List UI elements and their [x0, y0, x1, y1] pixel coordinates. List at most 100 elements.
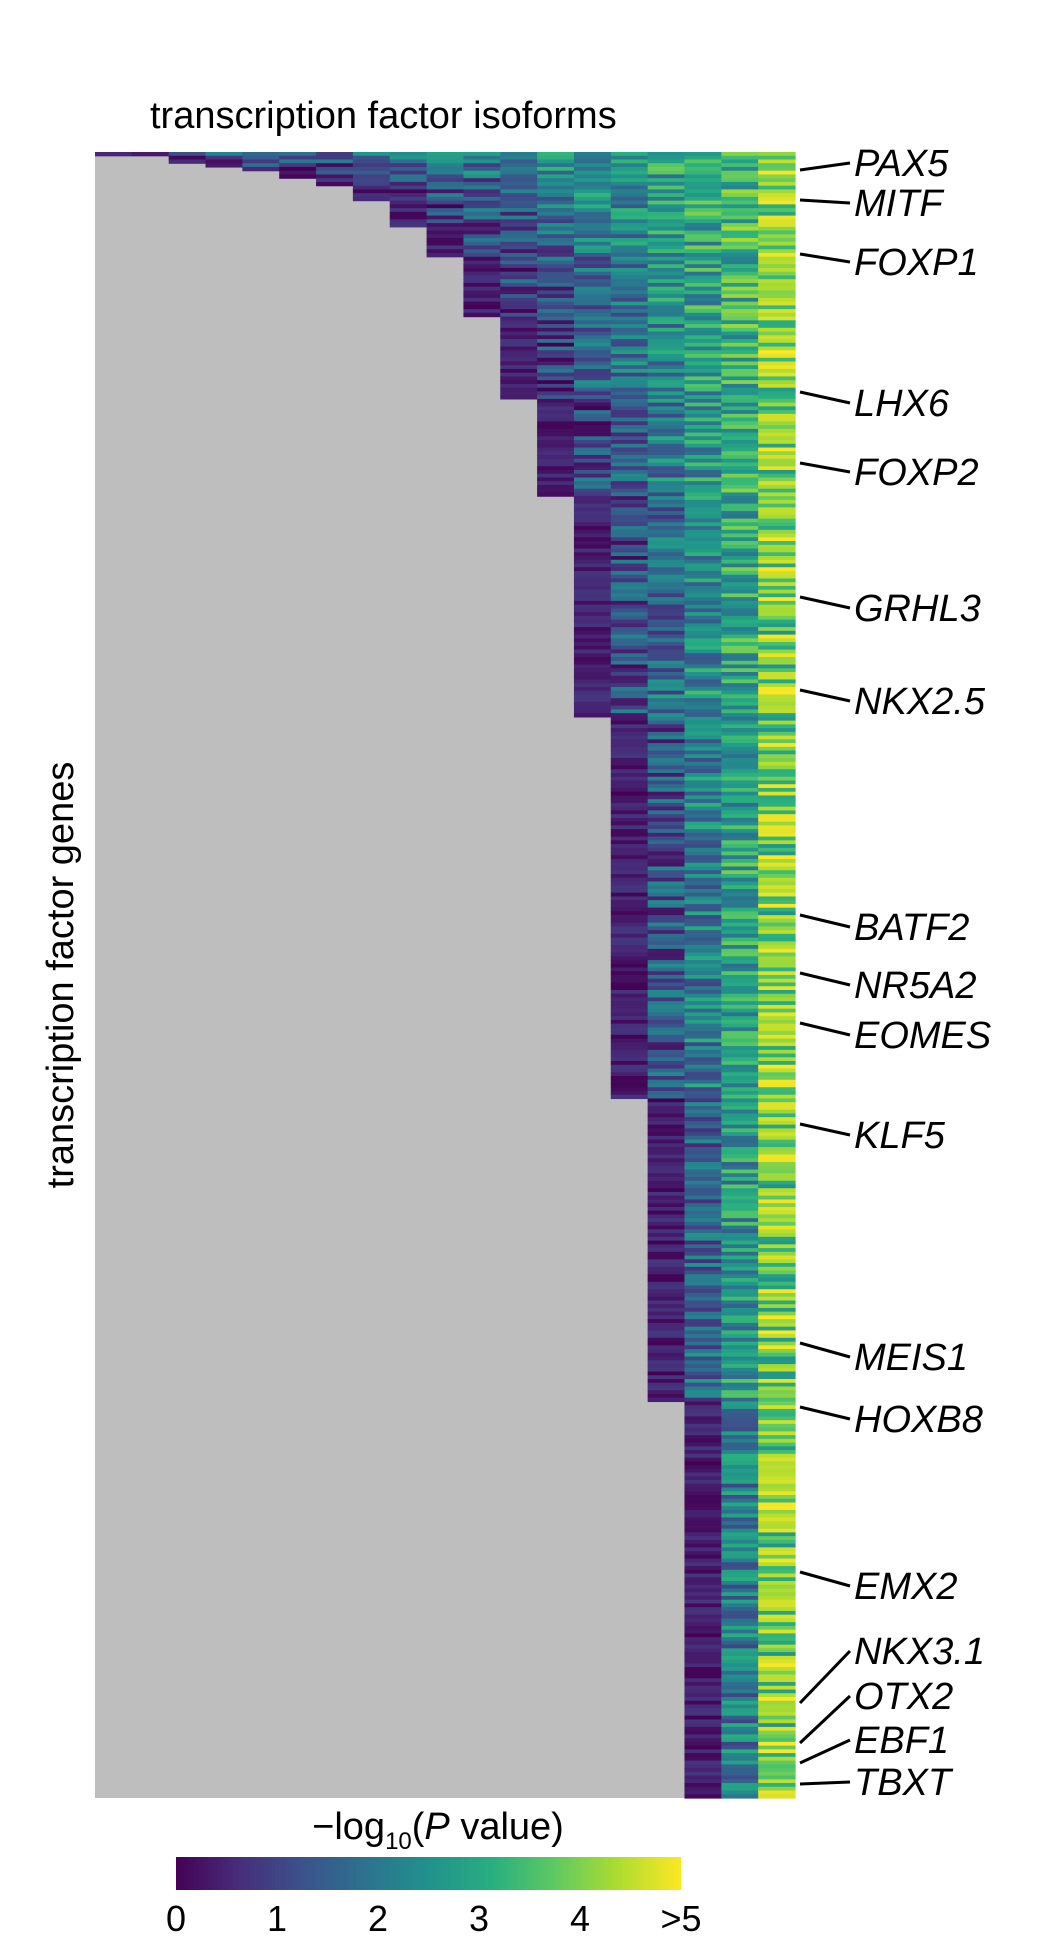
heatmap-cell — [684, 765, 722, 770]
heatmap-cell — [131, 152, 170, 157]
heatmap-cell — [758, 1435, 796, 1440]
heatmap-cell — [721, 1023, 759, 1028]
heatmap-cell — [721, 933, 759, 939]
heatmap-cell — [684, 1468, 722, 1474]
heatmap-cell — [721, 1008, 759, 1014]
heatmap-cell — [684, 754, 722, 759]
heatmap-cell — [721, 1135, 759, 1141]
heatmap-cell — [610, 585, 649, 591]
heatmap-cell — [758, 1554, 796, 1560]
heatmap-cell — [647, 795, 686, 800]
heatmap-cell — [758, 189, 796, 194]
heatmap-cell — [758, 582, 796, 587]
heatmap-cell — [647, 305, 686, 310]
heatmap-cell — [573, 380, 612, 385]
heatmap-cell — [610, 282, 649, 288]
heatmap-cell — [721, 327, 759, 333]
heatmap-cell — [684, 271, 722, 277]
heatmap-cell — [463, 271, 501, 277]
heatmap-cell — [500, 380, 538, 385]
heatmap-cell — [647, 155, 686, 161]
heatmap-cell — [758, 1543, 796, 1548]
heatmap-cell — [721, 1472, 759, 1477]
heatmap-cell — [758, 496, 796, 501]
heatmap-cell — [684, 1633, 722, 1638]
heatmap-cell — [647, 1147, 686, 1152]
heatmap-cell — [684, 249, 722, 254]
heatmap-cell — [573, 391, 612, 396]
heatmap-cell — [500, 204, 538, 209]
heatmap-cell — [610, 432, 649, 437]
heatmap-cell — [316, 178, 354, 183]
heatmap-cell — [610, 844, 649, 849]
heatmap-cell — [647, 499, 686, 505]
heatmap-cell — [647, 971, 686, 976]
heatmap-cell — [537, 365, 575, 370]
heatmap-cell — [721, 492, 759, 497]
heatmap-cell — [500, 230, 538, 235]
heatmap-cell — [758, 1218, 796, 1223]
heatmap-cell — [758, 784, 796, 789]
heatmap-cell — [721, 155, 759, 161]
heatmap-cell — [684, 1652, 722, 1657]
heatmap-cell — [500, 376, 538, 381]
heatmap-cell — [758, 1551, 796, 1556]
heatmap-cell — [684, 758, 722, 763]
heatmap-cell — [758, 978, 796, 984]
heatmap-cell — [721, 772, 759, 778]
heatmap-cell — [647, 1027, 686, 1032]
heatmap-cell — [500, 189, 538, 194]
colorbar — [176, 1857, 681, 1890]
heatmap-cell — [758, 948, 796, 954]
heatmap-cell — [758, 630, 796, 636]
heatmap-cell — [500, 245, 538, 250]
heatmap-cell — [721, 1513, 759, 1519]
heatmap-cell — [721, 1143, 759, 1148]
heatmap-cell — [684, 238, 722, 243]
heatmap-cell — [389, 215, 428, 220]
heatmap-cell — [500, 365, 538, 370]
heatmap-cell — [684, 866, 722, 871]
heatmap-cell — [758, 1786, 796, 1792]
heatmap-cell — [647, 1214, 686, 1219]
heatmap-cell — [758, 836, 796, 841]
heatmap-cell — [647, 1094, 686, 1100]
heatmap-cell — [758, 653, 796, 658]
heatmap-cell — [758, 874, 796, 879]
heatmap-cell — [721, 982, 759, 987]
heatmap-cell — [684, 686, 722, 692]
heatmap-cell — [610, 597, 649, 602]
heatmap-cell — [500, 368, 538, 374]
heatmap-cell — [721, 1154, 759, 1159]
heatmap-cell — [463, 234, 501, 239]
heatmap-cell — [684, 410, 722, 415]
heatmap-cell — [647, 1225, 686, 1230]
heatmap-cell — [758, 814, 796, 819]
heatmap-cell — [758, 1393, 796, 1399]
heatmap-cell — [684, 698, 722, 703]
heatmap-cell — [647, 907, 686, 912]
heatmap-cell — [758, 1233, 796, 1238]
heatmap-cell — [352, 163, 391, 168]
heatmap-cell — [426, 178, 465, 183]
heatmap-cell — [721, 1349, 759, 1354]
heatmap-cell — [352, 185, 391, 191]
heatmap-cell — [721, 1457, 759, 1462]
heatmap-cell — [537, 230, 575, 235]
heatmap-cell — [758, 1610, 796, 1616]
heatmap-cell — [573, 664, 612, 669]
heatmap-cell — [721, 1214, 759, 1219]
heatmap-cell — [647, 492, 686, 497]
heatmap-cell — [758, 1738, 796, 1743]
heatmap-cell — [758, 223, 796, 228]
heatmap-cell — [684, 1749, 722, 1754]
heatmap-cell — [684, 331, 722, 336]
y-axis-title: transcription factor genes — [40, 762, 82, 1189]
heatmap-cell — [279, 163, 317, 168]
heatmap-cell — [500, 279, 538, 284]
heatmap-cell — [610, 892, 649, 898]
heatmap-cell — [573, 455, 612, 460]
heatmap-cell — [647, 1072, 686, 1077]
heatmap-cell — [537, 376, 575, 381]
heatmap-cell — [537, 170, 575, 176]
